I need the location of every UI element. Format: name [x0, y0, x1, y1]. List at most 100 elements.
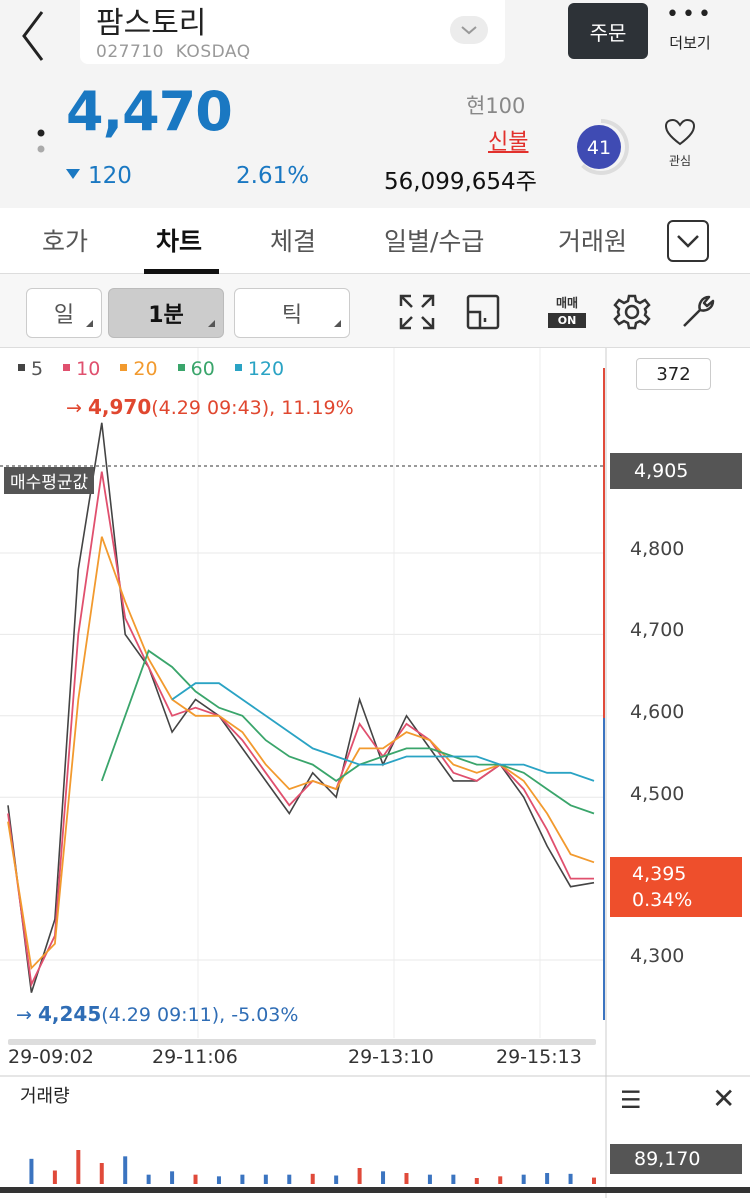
score-badge[interactable]: 41 [572, 118, 630, 176]
close-icon[interactable]: ✕ [712, 1082, 736, 1115]
volume-bar [146, 1174, 151, 1184]
volume-bar [334, 1175, 339, 1184]
tick-select[interactable]: 틱 [234, 288, 350, 338]
back-arrow-icon[interactable] [16, 6, 56, 62]
volume-bar [193, 1174, 198, 1184]
price-unit-label: 현100 [466, 94, 526, 118]
tab-expand-button[interactable] [667, 220, 709, 262]
chart-toolbar: 일 1분 틱 매매 ON [0, 274, 750, 348]
volume-bar [592, 1177, 596, 1184]
x-tick-label: 29-11:06 [152, 1046, 238, 1068]
price-change-percent: 2.61% [236, 163, 310, 189]
volume-bar [123, 1156, 128, 1184]
dropdown-corner-icon [208, 320, 215, 327]
volume-bar [216, 1176, 221, 1184]
volume-bar [263, 1174, 268, 1184]
y-tick-label: 4,500 [630, 783, 685, 805]
volume-bar [357, 1168, 362, 1184]
ma-line-10 [7, 471, 594, 988]
volume-bar [29, 1158, 34, 1184]
high-price-label: → 4,970(4.29 09:43), 11.19% [66, 395, 354, 419]
price-chart-area[interactable]: 5 10 20 60 120 → 4,970(4.29 09:43), 11.1… [0, 348, 750, 1198]
heart-icon [664, 118, 696, 146]
legend-item-ma20: 20 [120, 358, 158, 380]
tab-daily-supply[interactable]: 일별/수급 [384, 227, 485, 256]
trade-marker-toggle[interactable]: 매매 ON [548, 294, 586, 328]
tab-bar: 호가 차트 체결 일별/수급 거래원 [0, 208, 750, 274]
split-layout-icon[interactable] [463, 292, 503, 332]
chart-scrollbar [8, 1039, 596, 1045]
legend-item-ma60: 60 [177, 358, 215, 380]
stock-selector[interactable]: 팜스토리 027710 KOSDAQ [80, 0, 505, 64]
volume-bar [99, 1163, 104, 1184]
ma-line-20 [7, 536, 595, 971]
trade-volume: 56,099,654주 [384, 169, 537, 195]
volume-bar [76, 1150, 81, 1184]
stock-name: 팜스토리 [96, 6, 207, 41]
hamburger-menu-icon[interactable]: ☰ [620, 1086, 642, 1114]
chevron-down-icon [677, 235, 699, 248]
volume-bar [310, 1173, 315, 1184]
dropdown-corner-icon [86, 320, 93, 327]
tab-brokers[interactable]: 거래원 [558, 227, 628, 256]
volume-bar [404, 1173, 409, 1184]
y-tick-label: 4,600 [630, 701, 685, 723]
more-button[interactable]: ••• 더보기 [662, 4, 718, 60]
ma-line-120 [171, 682, 595, 782]
volume-bar [427, 1174, 432, 1184]
legend-item-ma5: 5 [18, 358, 43, 380]
x-tick-label: 29-09:02 [8, 1046, 94, 1068]
volume-bar [170, 1171, 175, 1184]
volume-bar [498, 1176, 503, 1184]
avg-buy-price-tag: 4,905 [610, 453, 742, 489]
x-tick-label: 29-13:10 [348, 1046, 434, 1068]
y-tick-label: 4,800 [630, 538, 685, 560]
ma-legend: 5 10 20 60 120 [18, 358, 298, 380]
current-price: 4,470 [66, 80, 233, 143]
volume-bar [545, 1173, 550, 1184]
volume-bar [474, 1178, 479, 1184]
legend-item-ma120: 120 [234, 358, 284, 380]
tab-trades[interactable]: 체결 [270, 227, 317, 256]
price-change: 120 [66, 163, 132, 189]
current-price-tag: 4,395 0.34% [610, 857, 742, 917]
legend-item-ma10: 10 [63, 358, 100, 380]
y-tick-label: 4,700 [630, 619, 685, 641]
chevron-down-icon[interactable] [450, 16, 488, 44]
stock-header: 팜스토리 027710 KOSDAQ 주문 ••• 더보기 4,470 120 … [0, 0, 750, 208]
stock-code: 027710 KOSDAQ [96, 42, 251, 62]
volume-bar [381, 1171, 386, 1184]
favorite-button[interactable]: 관심 [658, 118, 702, 169]
plot-background [0, 348, 606, 1076]
x-tick-label: 29-15:13 [496, 1046, 582, 1068]
period-select[interactable]: 일 [26, 288, 102, 338]
low-price-label: → 4,245(4.29 09:11), -5.03% [16, 1002, 299, 1026]
settings-gear-icon[interactable] [612, 292, 652, 332]
volume-title: 거래량 [20, 1086, 70, 1107]
volume-bar [568, 1173, 573, 1184]
y-tick-label: 4,300 [630, 945, 685, 967]
volume-bar [287, 1174, 292, 1184]
order-button[interactable]: 주문 [568, 3, 648, 59]
interval-select[interactable]: 1분 [108, 288, 224, 338]
tab-chart[interactable]: 차트 [156, 227, 203, 256]
volume-value-tag: 89,170 [610, 1144, 742, 1174]
expand-icon[interactable] [397, 292, 437, 332]
active-tab-underline [144, 269, 219, 274]
wrench-icon[interactable] [678, 292, 718, 332]
avg-buy-label: 매수평균값 [4, 467, 95, 494]
dropdown-corner-icon [334, 320, 341, 327]
tab-orderbook[interactable]: 호가 [42, 227, 89, 256]
volume-bar [451, 1174, 456, 1184]
price-chart [0, 348, 750, 1198]
favorite-label: 관심 [668, 154, 692, 168]
volume-bar [521, 1174, 526, 1184]
credit-status-link[interactable]: 신불 [488, 130, 529, 155]
more-dots-icon: ••• [666, 2, 714, 27]
down-triangle-icon [66, 169, 80, 179]
indicator-dots-icon [37, 129, 45, 153]
volume-bar [52, 1170, 57, 1184]
candle-count[interactable]: 372 [636, 358, 711, 390]
ma-line-60 [100, 649, 595, 815]
more-label: 더보기 [669, 34, 711, 52]
